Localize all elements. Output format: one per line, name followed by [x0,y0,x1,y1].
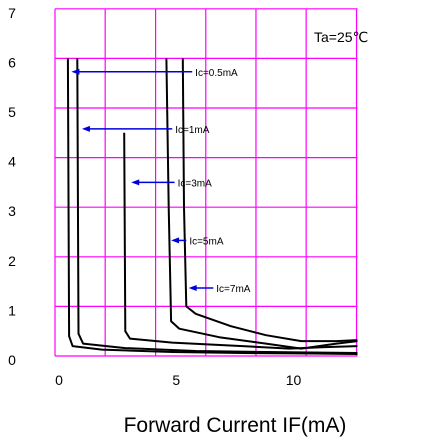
y-tick-label-0: 0 [8,352,16,368]
y-tick-label-5: 5 [8,104,16,120]
callout-labels: Ic=0.5mA Ic=1mA Ic=3mA Ic=5mA Ic=7mA [175,68,251,295]
series-label-3: Ic=5mA [189,236,224,247]
series-line-ic-3ma [123,132,358,350]
x-tick-label-0: 0 [55,372,63,388]
series-line-ic-7ma [181,58,358,343]
callout-arrow-head-4 [188,285,197,292]
series-label-4: Ic=7mA [216,284,251,295]
series-label-0: Ic=0.5mA [195,68,238,79]
callout-arrows [71,68,214,292]
x-axis-ticks: 0 5 10 [55,372,301,388]
series-line-ic-1ma [76,58,358,354]
temperature-annotation: Ta=25℃ [314,29,368,45]
series-label-2: Ic=3mA [178,178,213,189]
callout-arrow-head-1 [81,125,90,132]
series-line-ic-5ma [165,58,358,350]
x-axis-label: Forward Current IF(mA) [124,414,347,437]
y-tick-label-2: 2 [8,253,16,269]
x-tick-label-10: 10 [286,372,302,388]
y-tick-label-1: 1 [8,302,16,318]
y-tick-label-3: 3 [8,203,16,219]
series-label-1: Ic=1mA [175,125,210,136]
grid [54,8,358,357]
curves [66,58,358,355]
callout-arrow-head-2 [131,179,140,186]
series-line-ic-0-5ma [66,58,358,355]
y-tick-label-6: 6 [8,54,16,70]
callout-arrow-head-0 [71,68,80,75]
y-axis-ticks: 0 1 2 3 4 5 6 7 [8,5,16,368]
callout-arrow-head-3 [171,237,180,244]
x-tick-label-5: 5 [172,372,180,388]
y-tick-label-7: 7 [8,5,16,21]
y-tick-label-4: 4 [8,154,16,170]
